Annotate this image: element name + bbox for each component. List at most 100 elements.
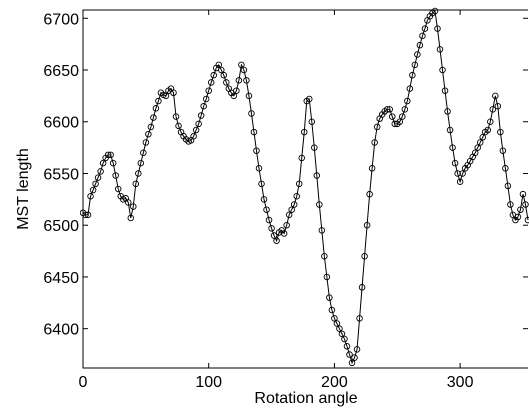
marker <box>195 120 202 128</box>
marker <box>371 139 378 146</box>
marker <box>140 149 147 157</box>
marker <box>311 144 318 151</box>
marker <box>109 159 117 167</box>
marker <box>210 71 217 79</box>
marker <box>396 118 404 125</box>
marker <box>147 123 155 131</box>
marker <box>386 106 393 113</box>
marker <box>363 221 371 229</box>
marker <box>346 351 353 358</box>
marker <box>218 66 225 74</box>
marker <box>293 192 300 200</box>
y-tick-label: 6500 <box>43 218 79 235</box>
marker <box>351 354 358 361</box>
marker <box>519 190 527 198</box>
marker <box>431 7 439 15</box>
marker <box>135 170 142 177</box>
marker <box>190 132 197 140</box>
marker <box>484 126 492 134</box>
marker <box>92 180 99 188</box>
marker <box>258 180 265 188</box>
x-tick-label: 300 <box>447 374 474 391</box>
marker <box>497 128 504 136</box>
y-tick-label: 6650 <box>43 63 79 80</box>
marker <box>492 92 499 100</box>
marker <box>230 92 238 100</box>
marker <box>459 170 466 177</box>
marker <box>373 123 381 131</box>
marker <box>499 147 507 154</box>
marker <box>243 77 250 84</box>
marker <box>192 126 200 134</box>
marker <box>348 359 356 367</box>
y-tick-label: 6400 <box>43 322 79 339</box>
marker <box>436 46 444 53</box>
marker <box>125 199 132 206</box>
marker <box>343 343 351 350</box>
marker <box>288 206 295 213</box>
marker <box>306 95 313 103</box>
marker <box>401 106 409 113</box>
marker <box>341 335 348 343</box>
marker <box>285 211 293 219</box>
marker <box>368 165 376 172</box>
marker <box>504 182 512 190</box>
marker <box>489 106 497 113</box>
marker <box>207 79 215 86</box>
marker <box>202 95 210 103</box>
marker <box>260 196 268 203</box>
y-tick-label: 6700 <box>43 11 79 28</box>
marker <box>233 87 240 94</box>
marker <box>175 122 182 130</box>
x-tick-label: 100 <box>195 374 222 391</box>
marker <box>494 102 502 110</box>
marker <box>107 151 114 159</box>
marker <box>84 211 92 219</box>
y-tick-label: 6450 <box>43 270 79 287</box>
marker <box>250 128 258 136</box>
marker <box>476 139 484 146</box>
marker <box>446 126 454 134</box>
marker <box>280 230 288 237</box>
marker <box>245 92 253 100</box>
marker <box>235 77 243 84</box>
marker <box>255 165 263 172</box>
plot-frame <box>82 9 528 369</box>
marker <box>356 315 363 322</box>
marker <box>411 61 419 69</box>
marker <box>419 32 426 40</box>
marker <box>409 71 416 79</box>
marker <box>142 139 150 146</box>
marker <box>127 214 135 222</box>
marker <box>112 172 119 179</box>
marker <box>507 201 514 208</box>
marker <box>321 253 328 260</box>
marker <box>323 273 331 281</box>
marker <box>434 25 441 32</box>
marker <box>316 201 323 208</box>
marker <box>150 114 157 121</box>
marker <box>456 178 464 186</box>
marker <box>326 294 333 301</box>
y-axis-label: MST length <box>15 148 32 230</box>
marker <box>155 97 162 105</box>
marker <box>313 172 321 179</box>
marker <box>87 192 94 200</box>
marker <box>170 89 177 97</box>
marker <box>399 113 406 120</box>
marker <box>240 66 248 74</box>
marker <box>479 134 486 141</box>
marker <box>366 190 373 198</box>
marker <box>253 147 260 154</box>
marker <box>328 306 336 314</box>
marker <box>263 206 270 213</box>
marker <box>223 79 230 86</box>
marker <box>265 216 273 224</box>
marker <box>130 203 137 210</box>
marker <box>145 130 152 138</box>
marker <box>220 71 228 79</box>
marker <box>414 51 421 58</box>
marker <box>449 144 456 151</box>
marker <box>517 206 524 213</box>
